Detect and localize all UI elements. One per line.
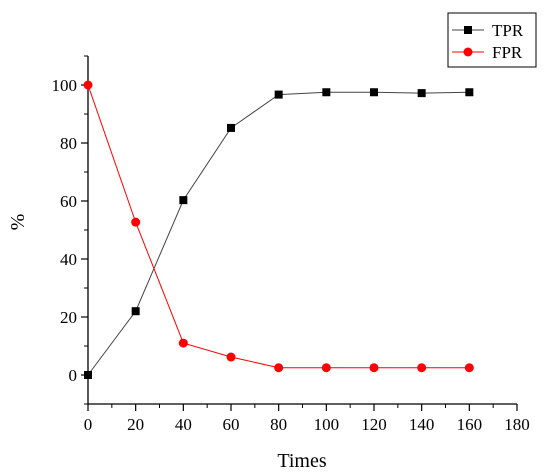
data-point-fpr — [226, 352, 236, 362]
legend-marker-tpr — [464, 26, 472, 34]
data-point-fpr — [131, 217, 141, 227]
data-point-tpr — [179, 196, 188, 205]
x-tick-label: 0 — [84, 415, 93, 434]
axes — [87, 56, 517, 405]
data-point-fpr — [464, 363, 474, 373]
y-ticks: 0 20 40 60 80 100 — [52, 55, 88, 405]
legend-label-tpr: TPR — [492, 21, 524, 40]
data-point-tpr — [322, 88, 331, 97]
data-point-tpr — [131, 307, 140, 316]
y-tick-label: 60 — [60, 192, 77, 211]
data-point-fpr — [83, 80, 93, 90]
x-tick-label: 160 — [457, 415, 483, 434]
x-tick-label: 20 — [127, 415, 144, 434]
y-tick-label: 80 — [60, 134, 77, 153]
data-point-tpr — [370, 88, 378, 97]
series-line-tpr — [87, 91, 470, 376]
y-axis-title: % — [7, 214, 29, 231]
x-tick-label: 140 — [409, 415, 435, 434]
data-point-tpr — [227, 123, 235, 132]
data-point-fpr — [417, 363, 427, 373]
legend-label-fpr: FPR — [492, 43, 523, 62]
x-tick-label: 60 — [223, 415, 240, 434]
legend: TPR FPR — [447, 12, 537, 68]
y-tick-label: 40 — [60, 250, 77, 269]
x-tick-label: 40 — [175, 415, 192, 434]
legend-marker-fpr — [463, 47, 473, 57]
data-point-fpr — [178, 338, 188, 348]
y-tick-label: 20 — [60, 308, 77, 327]
x-tick-label: 120 — [361, 415, 387, 434]
series-layer — [83, 80, 474, 379]
x-tick-label: 180 — [504, 415, 530, 434]
data-point-tpr — [417, 89, 426, 98]
legend-box — [447, 12, 537, 68]
data-point-tpr — [84, 371, 92, 379]
x-tick-label: 80 — [270, 415, 287, 434]
x-ticks: 0 20 40 60 80 100 120 140 160 180 — [84, 404, 530, 434]
data-point-tpr — [465, 88, 474, 97]
x-axis-title: Times — [277, 450, 327, 472]
data-point-fpr — [321, 363, 331, 373]
axis-titles: Times % — [7, 214, 327, 472]
series-line-fpr — [87, 84, 470, 369]
data-point-tpr — [274, 90, 283, 99]
y-tick-label: 100 — [52, 76, 78, 95]
data-point-fpr — [274, 363, 284, 373]
y-tick-label: 0 — [69, 366, 78, 385]
data-point-fpr — [369, 363, 379, 373]
x-tick-label: 100 — [314, 415, 340, 434]
